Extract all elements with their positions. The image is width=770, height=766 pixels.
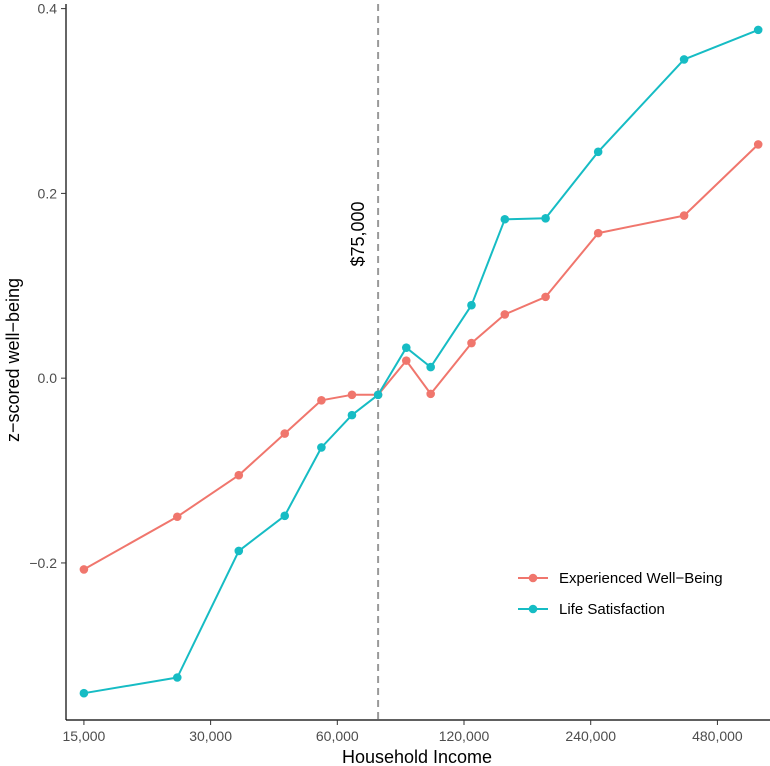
data-point-series-1 <box>593 228 603 238</box>
x-tick-label: 240,000 <box>565 728 616 744</box>
y-tick-label: 0.0 <box>38 370 58 386</box>
data-point-series-2 <box>317 443 326 452</box>
legend-key-point <box>528 573 538 583</box>
y-tick-label: −0.2 <box>29 555 57 571</box>
data-point-series-2 <box>426 362 435 372</box>
data-point-series-1 <box>401 356 411 365</box>
x-tick-label: 30,000 <box>189 728 232 744</box>
reference-line-label: $75,000 <box>348 201 368 266</box>
data-point-series-1 <box>426 389 435 399</box>
data-point-series-1 <box>679 211 689 220</box>
data-point-series-2 <box>500 214 510 224</box>
data-point-series-1 <box>317 396 326 405</box>
x-tick-label: 480,000 <box>692 728 743 744</box>
data-point-series-1 <box>234 470 244 480</box>
y-axis-title: z−scored well−being <box>3 278 23 442</box>
data-point-series-1 <box>500 310 510 319</box>
series-line-2 <box>83 28 759 695</box>
data-point-series-2 <box>234 546 244 556</box>
data-point-series-2 <box>541 214 550 223</box>
data-point-series-1 <box>753 140 763 149</box>
data-point-series-2 <box>679 55 689 64</box>
data-point-series-2 <box>401 343 411 352</box>
data-point-series-1 <box>79 565 89 574</box>
data-point-series-1 <box>172 512 182 522</box>
data-point-series-1 <box>467 338 476 348</box>
data-point-series-2 <box>79 688 89 698</box>
data-point-series-2 <box>347 410 357 420</box>
y-tick-label: 0.4 <box>38 1 58 17</box>
x-tick-label: 120,000 <box>439 728 490 744</box>
data-point-series-2 <box>373 390 383 400</box>
legend-label: Experienced Well−Being <box>559 570 723 587</box>
x-axis-title: Household Income <box>342 747 492 766</box>
data-point-series-2 <box>467 300 476 310</box>
x-tick-label: 15,000 <box>62 728 105 744</box>
data-point-series-1 <box>347 390 357 400</box>
series-line-1 <box>83 143 759 571</box>
legend-key-point <box>528 604 538 614</box>
data-point-series-2 <box>593 147 603 157</box>
data-point-series-1 <box>541 292 550 302</box>
data-point-series-2 <box>753 25 763 35</box>
data-point-series-1 <box>280 429 290 438</box>
legend-label: Life Satisfaction <box>559 601 665 618</box>
data-point-series-2 <box>172 673 182 682</box>
x-tick-label: 60,000 <box>316 728 359 744</box>
y-tick-label: 0.2 <box>38 185 58 201</box>
data-point-series-2 <box>280 511 290 521</box>
